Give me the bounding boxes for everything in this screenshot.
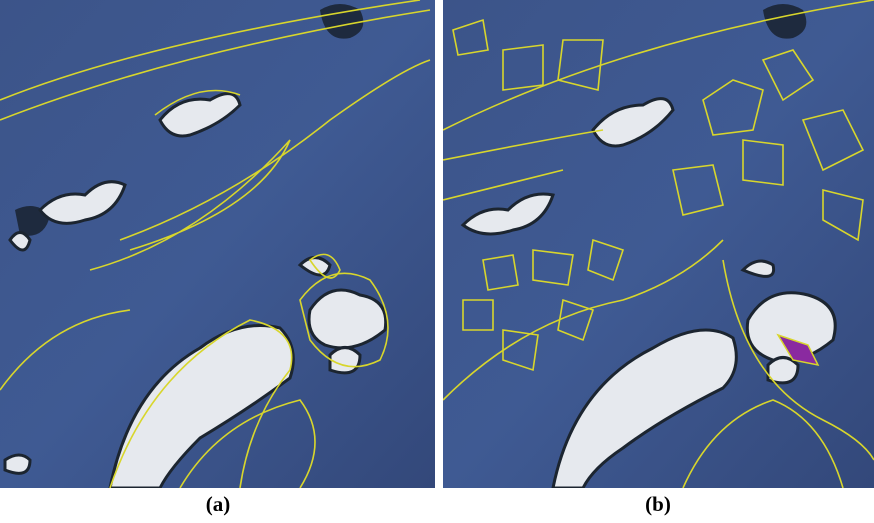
panel-label: (b) [608, 492, 708, 517]
satellite-image-b [443, 0, 874, 488]
satellite-image-a [0, 0, 435, 488]
figure: (a) (b) [0, 0, 874, 523]
panel-label: (a) [168, 492, 268, 517]
